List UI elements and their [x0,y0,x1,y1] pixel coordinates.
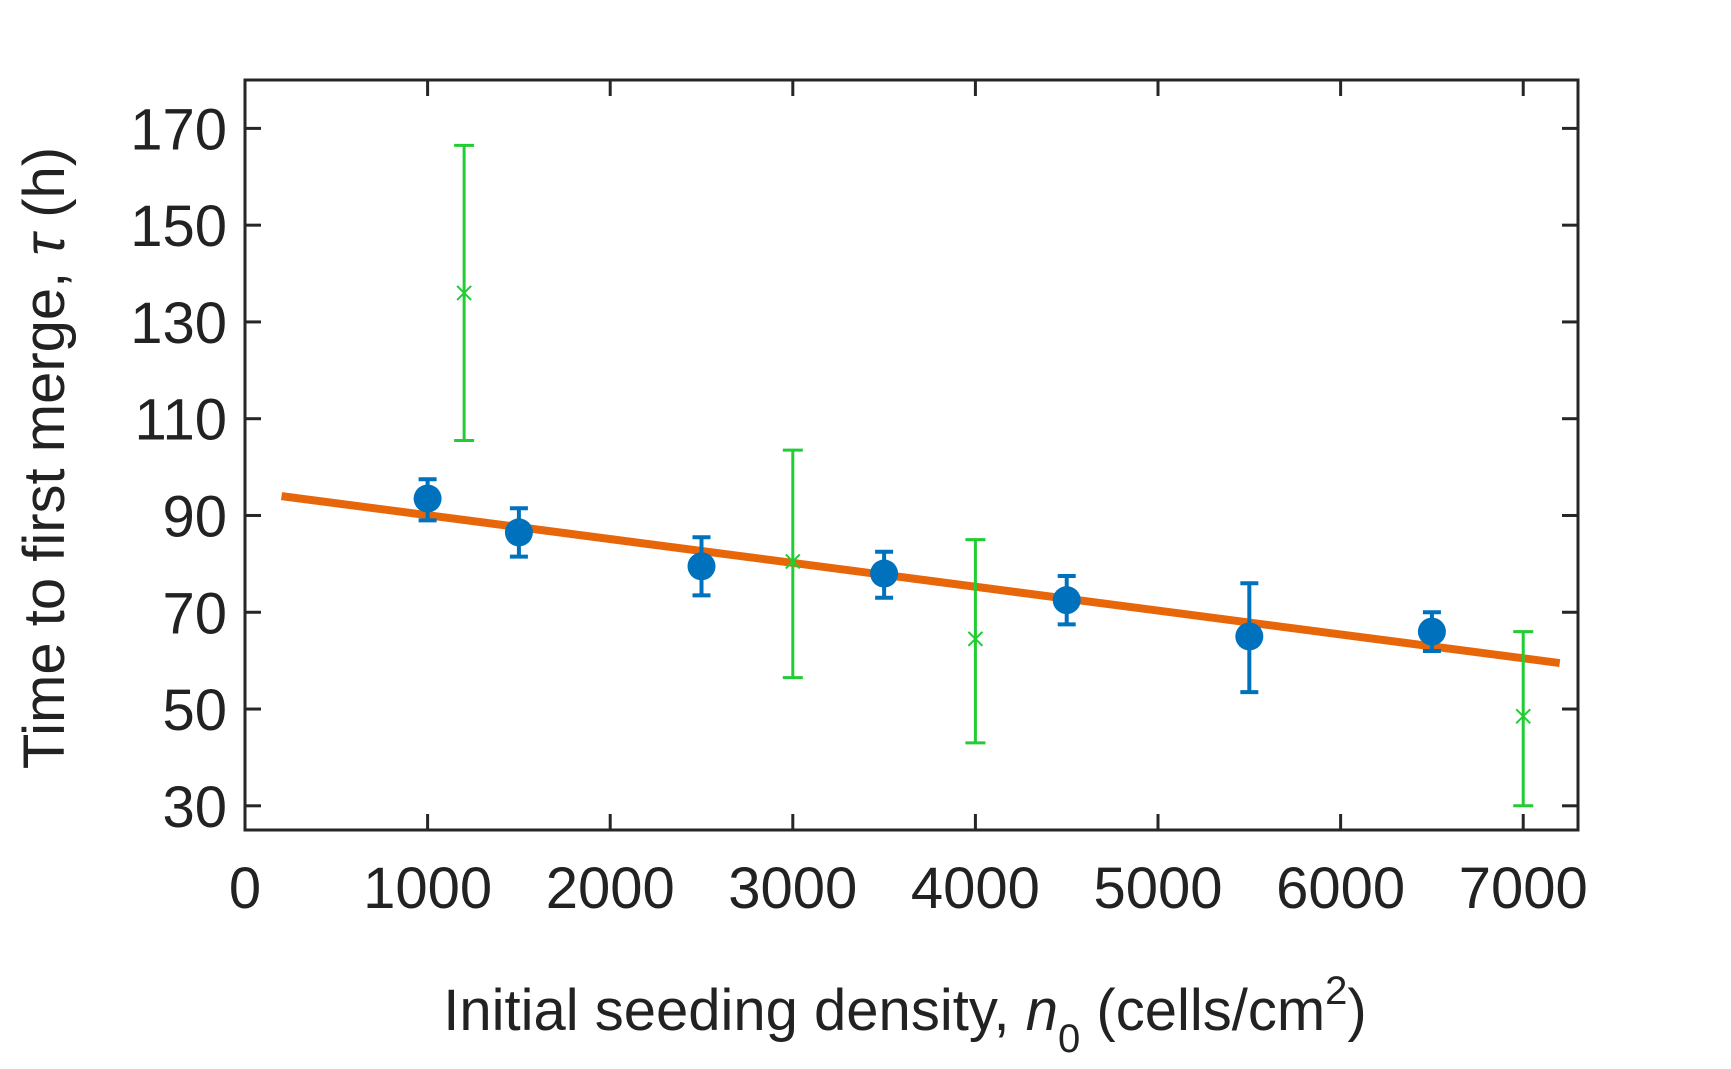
x-tick-label: 4000 [911,856,1040,921]
data-point [870,559,899,588]
ticks-layer [243,80,1578,830]
data-point-x [456,285,472,301]
data-point-x [785,553,801,570]
y-axis-label-var: τ [12,231,77,256]
x-axis-label-sup: 2 [1325,969,1347,1013]
data-point [1052,586,1081,615]
y-tick-label: 170 [130,97,227,162]
data-point [687,552,716,581]
x-axis-label-var: n [1026,978,1058,1043]
data-point [504,518,533,547]
data-point-x [967,631,984,647]
y-axis-label: Time to first merge, τ (h) [12,147,77,769]
series-layer [413,143,1534,808]
y-tick-label: 90 [162,484,227,549]
x-axis-label-unit-close: ) [1347,978,1366,1043]
y-tick-label: 110 [135,388,227,453]
x-axis-label-text: Initial seeding density, [443,978,1026,1043]
y-tick-label: 130 [130,291,227,356]
y-axis-label-text: Time to first merge, [12,256,77,770]
y-tick-label: 30 [162,775,227,840]
x-tick-label: 5000 [1093,856,1222,921]
x-tick-label: 0 [229,856,261,921]
x-tick-label: 3000 [728,856,857,921]
series-1 [454,143,1534,808]
y-axis-label-unit: (h) [12,147,77,234]
x-axis-label-sub: 0 [1058,1017,1080,1061]
y-tick-label: 150 [130,194,227,259]
data-point-x [1515,708,1531,724]
data-point [1235,622,1264,651]
x-axis-label-unit-open: (cells/cm [1080,978,1325,1043]
plot-frame [243,78,1580,832]
data-point [1417,617,1446,646]
y-tick-label: 70 [162,581,227,646]
fit-layer [281,492,1561,668]
series-0 [413,477,1446,695]
x-tick-label: 2000 [546,856,675,921]
x-axis-label: Initial seeding density, n0 (cells/cm2) [443,969,1366,1061]
y-tick-label: 50 [162,678,227,743]
x-tick-label: 6000 [1276,856,1405,921]
labels-layer: 0 1000 2000 3000 4000 5000 6000 7000 30 50 70 90 110… [130,97,1588,921]
x-tick-label: 1000 [363,856,492,921]
data-point [413,484,442,513]
fit-line [281,492,1561,668]
x-tick-label: 7000 [1459,856,1588,921]
